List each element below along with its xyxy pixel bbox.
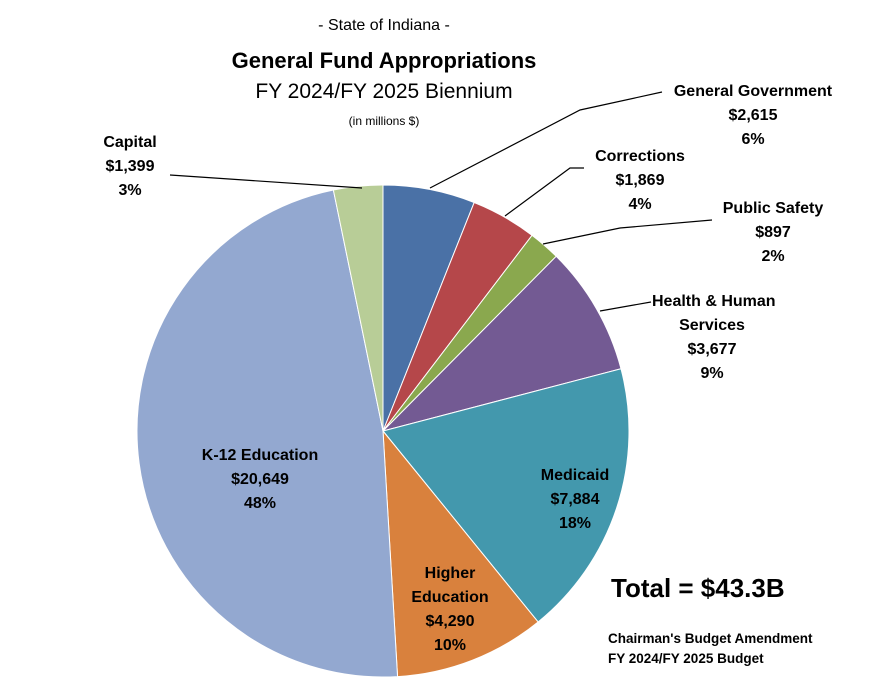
chart-units: (in millions $) bbox=[348, 114, 420, 128]
chart-subtitle: FY 2024/FY 2025 Biennium bbox=[255, 80, 513, 103]
chart-pretitle: - State of Indiana - bbox=[318, 17, 450, 34]
total-label: Total = $43.3B bbox=[611, 573, 785, 603]
data-label-name: Health & Human bbox=[652, 293, 776, 310]
data-label-percent: 10% bbox=[433, 637, 467, 654]
data-label-name: Public Safety bbox=[722, 200, 824, 217]
data-label-name: Capital bbox=[103, 134, 157, 151]
data-label-percent: 18% bbox=[558, 515, 592, 532]
footnote: Chairman's Budget Amendment FY 2024/FY 2… bbox=[608, 629, 812, 669]
data-label-percent: 6% bbox=[741, 131, 765, 148]
footnote-line: Chairman's Budget Amendment bbox=[608, 631, 813, 646]
data-label-value: $3,677 bbox=[687, 341, 737, 358]
pie-slice-health-human-services bbox=[381, 255, 622, 432]
data-label: K-12 Education $20,649 48% bbox=[190, 444, 330, 516]
data-label-percent: 4% bbox=[628, 196, 652, 213]
pie-slice-capital bbox=[332, 184, 384, 432]
data-label: General Government $2,615 6% bbox=[663, 80, 843, 152]
chart-title: General Fund Appropriations bbox=[231, 48, 537, 73]
data-label: Higher Education $4,290 10% bbox=[395, 562, 505, 658]
pie-slice-higher-education bbox=[382, 429, 539, 678]
data-label: Medicaid $7,884 18% bbox=[520, 464, 630, 536]
data-label-name: General Government bbox=[673, 83, 833, 100]
data-label-percent: 2% bbox=[761, 248, 785, 265]
data-label-name: Higher bbox=[424, 565, 476, 582]
data-label-value: $1,399 bbox=[105, 158, 155, 175]
leader-line bbox=[169, 174, 363, 189]
data-label: Capital $1,399 3% bbox=[100, 131, 160, 203]
data-label-value: $20,649 bbox=[231, 471, 289, 488]
leader-line bbox=[429, 91, 663, 189]
data-label-value: $7,884 bbox=[550, 491, 600, 508]
data-label-value: $897 bbox=[755, 224, 791, 241]
data-label: Public Safety $897 2% bbox=[713, 197, 833, 269]
data-label: Health & Human Services $3,677 9% bbox=[652, 290, 776, 386]
data-label-name: K-12 Education bbox=[201, 447, 319, 464]
footnote-line: FY 2024/FY 2025 Budget bbox=[608, 651, 764, 666]
data-label-name: Education bbox=[411, 589, 489, 606]
pie-slice-k-12-education bbox=[136, 189, 399, 678]
data-label-value: $4,290 bbox=[425, 613, 475, 630]
data-label-percent: 9% bbox=[700, 365, 724, 382]
data-label: Corrections $1,869 4% bbox=[585, 145, 695, 217]
leader-line bbox=[504, 167, 584, 217]
data-label-value: $1,869 bbox=[615, 172, 665, 189]
data-label-value: $2,615 bbox=[728, 107, 778, 124]
data-label-name: Corrections bbox=[595, 148, 685, 165]
leader-line bbox=[599, 301, 652, 312]
leader-line bbox=[542, 219, 713, 245]
pie-slice-medicaid bbox=[382, 368, 630, 623]
data-label-percent: 48% bbox=[243, 495, 277, 512]
data-label-name: Services bbox=[679, 317, 745, 334]
data-label-name: Medicaid bbox=[540, 467, 610, 484]
data-label-percent: 3% bbox=[118, 182, 142, 199]
